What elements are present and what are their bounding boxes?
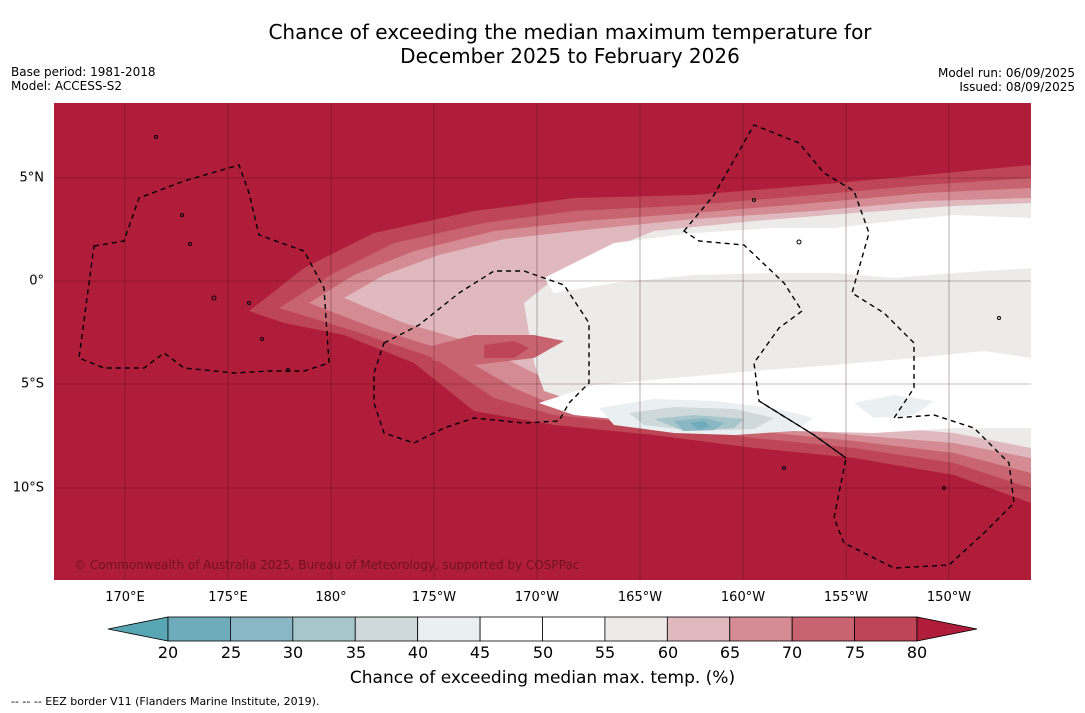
colorbar-box-70-75 [791,616,855,642]
colorbar-tick-50: 50 [532,643,554,662]
lon-tick-150w: 150°W [926,590,972,605]
colorbar-box-75-80 [854,616,918,642]
model-run: Model run: 06/09/2025 [937,66,1075,80]
lon-tick-180: 180° [315,590,347,605]
colorbar-tick-30: 30 [282,643,304,662]
lon-tick-170w: 170°W [514,590,560,605]
model-name: Model: ACCESS-S2 [11,79,123,93]
colorbar-box-25-30 [230,616,294,642]
contour-band-45-55 [544,215,1031,293]
lon-tick-160w: 160°W [720,590,766,605]
colorbar-box-30-35 [292,616,356,642]
colorbar-label: Chance of exceeding median max. temp. (%… [349,668,736,688]
colorbar-tick-45: 45 [469,643,491,662]
lon-tick-175w: 175°W [411,590,457,605]
issued-date: Issued: 08/09/2025 [959,80,1075,94]
colorbar-tick-70: 70 [781,643,803,662]
colorbar-tick-55: 55 [594,643,616,662]
colorbar-box-50-55 [542,616,606,642]
meta-right: Model run: 06/09/2025 Issued: 08/09/2025 [938,66,1075,94]
islands [154,135,1001,490]
probability-map [54,103,1031,580]
lon-tick-170e: 170°E [105,590,145,605]
colorbar-box-45-50 [479,616,543,642]
colorbar-tick-35: 35 [345,643,367,662]
band-40-east [854,395,934,418]
colorbar-box-65-70 [729,616,793,642]
colorbar-tick-75: 75 [844,643,866,662]
colorbar-tick-80: 80 [906,643,928,662]
eez-borders [78,124,1015,569]
map-panel [54,103,1031,580]
colorbar-boxes [107,616,978,642]
colorbar-box-55-60 [604,616,668,642]
lat-tick-10s: 10°S [12,480,44,496]
meta-left: Base period: 1981-2018 Model: ACCESS-S2 [11,65,156,93]
map-title: Chance of exceeding the median maximum t… [140,20,1000,68]
colorbar-box-60-65 [666,616,731,642]
base-period: Base period: 1981-2018 [11,65,156,79]
colorbar-box-35-40 [354,616,419,642]
eez-border-solid [758,400,847,459]
colorbar-under-arrow [107,616,169,642]
colorbar-tick-65: 65 [719,643,741,662]
colorbar-tick-40: 40 [407,643,429,662]
copyright-notice: © Commonwealth of Australia 2025, Bureau… [74,558,580,572]
colorbar-over-arrow [916,616,978,642]
colorbar-tick-60: 60 [657,643,679,662]
gridlines [54,103,1031,580]
lon-tick-165w: 165°W [617,590,663,605]
colorbar-box-20-25 [167,616,231,642]
title-line-1: Chance of exceeding the median maximum t… [268,20,872,44]
lon-tick-155w: 155°W [823,590,869,605]
band-20 [690,421,710,430]
inner-band-75 [484,341,529,358]
lon-tick-175e: 175°E [208,590,248,605]
title-line-2: December 2025 to February 2026 [400,44,740,68]
colorbar-tick-20: 20 [157,643,179,662]
lat-tick-5s: 5°S [20,376,44,392]
eez-footnote: -- -- -- EEZ border V11 (Flanders Marine… [11,695,320,708]
lat-tick-0: 0° [29,273,44,289]
colorbar-box-40-45 [417,616,481,642]
colorbar-tick-25: 25 [220,643,242,662]
lat-tick-5n: 5°N [19,170,45,186]
